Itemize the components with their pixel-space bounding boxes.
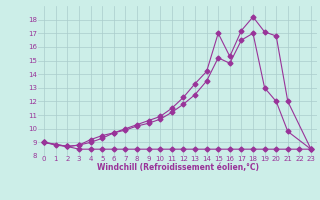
X-axis label: Windchill (Refroidissement éolien,°C): Windchill (Refroidissement éolien,°C) (97, 163, 259, 172)
